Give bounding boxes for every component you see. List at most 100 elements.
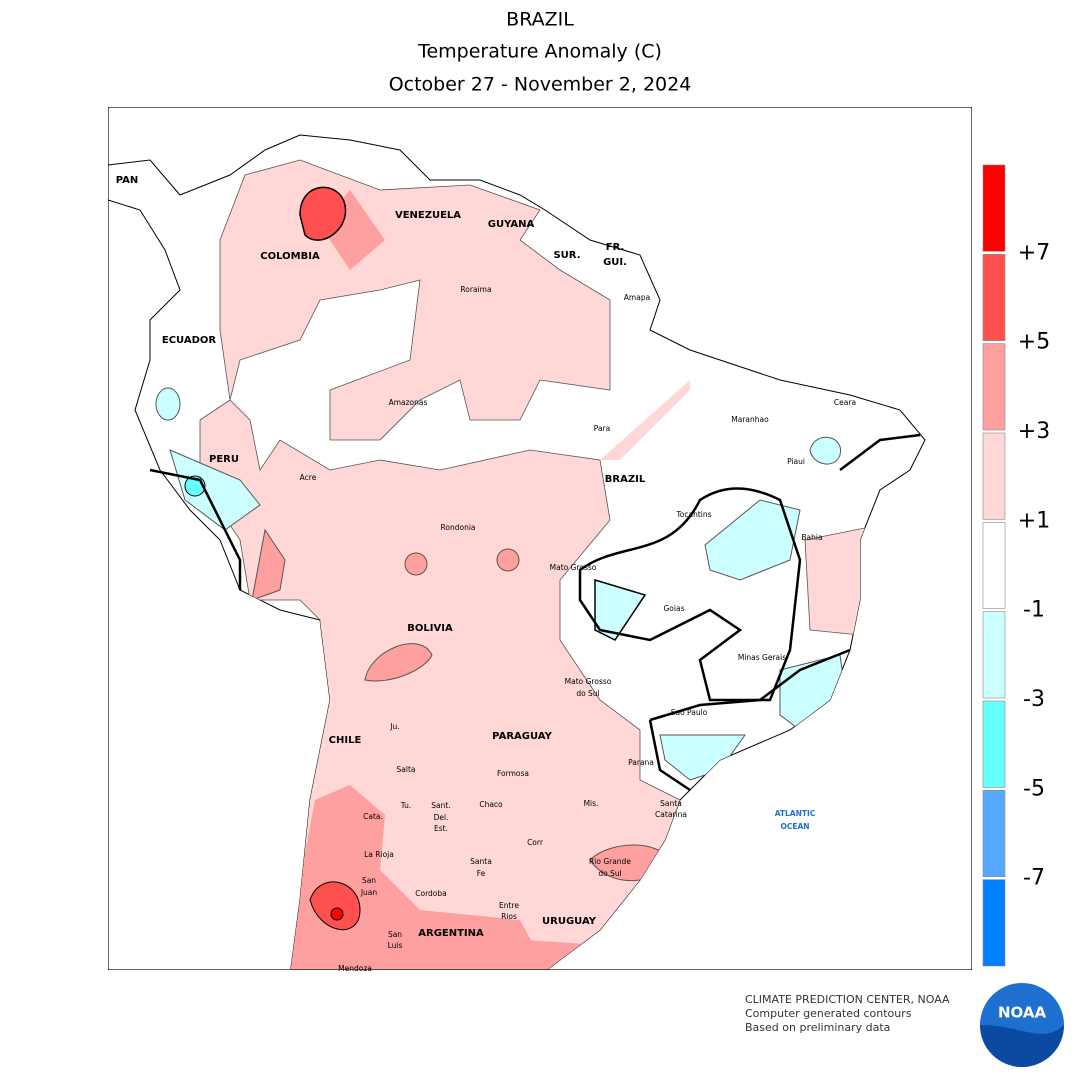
region-label: Tocantins xyxy=(675,510,711,519)
logo-text: NOAA xyxy=(998,1004,1047,1022)
cool-1-3 xyxy=(155,387,181,421)
noaa-logo: NOAA xyxy=(980,983,1064,1067)
legend-label: -7 xyxy=(1023,866,1045,891)
region-label: Fe xyxy=(477,869,486,878)
region-label: Tu. xyxy=(400,801,412,810)
warm-1-3 xyxy=(199,159,681,970)
anomaly-fields xyxy=(155,159,881,970)
region-label: Salta xyxy=(397,765,416,774)
warm-5-7 xyxy=(309,881,361,931)
region-label: Chaco xyxy=(479,800,503,809)
country-label: CHILE xyxy=(329,735,362,746)
region-label: Mis. xyxy=(584,799,599,808)
zero-contour xyxy=(578,487,802,702)
region-label: Entre xyxy=(499,901,519,910)
cool-1-3 xyxy=(594,578,647,641)
warm-3-5 xyxy=(364,643,433,682)
legend-label: -1 xyxy=(1023,598,1045,623)
region-label: Ceara xyxy=(834,398,856,407)
legend-label: -3 xyxy=(1023,687,1045,712)
legend-swatch xyxy=(982,790,1006,877)
legend-swatch xyxy=(982,164,1006,252)
region-label: La Rioja xyxy=(364,850,394,859)
cool-1-3 xyxy=(169,449,261,531)
logo-wave xyxy=(980,1025,1064,1067)
legend-swatch xyxy=(982,343,1006,431)
warm-3-5 xyxy=(290,785,550,970)
ocean-label: ATLANTIC xyxy=(775,809,816,818)
region-label: Luis xyxy=(388,941,403,950)
region-label: Del. xyxy=(434,813,449,822)
country-label: VENEZUELA xyxy=(395,210,461,221)
region-label: Roraima xyxy=(460,285,491,294)
footer-line: Based on preliminary data xyxy=(745,1021,890,1034)
footer-line: Computer generated contours xyxy=(745,1007,912,1020)
legend-label: -5 xyxy=(1023,776,1045,801)
region-label: Maranhao xyxy=(731,415,769,424)
country-label: SUR. xyxy=(553,250,580,261)
region-label: Ju. xyxy=(389,722,399,731)
country-label: ARGENTINA xyxy=(418,928,484,939)
warm-5-7 xyxy=(299,186,347,241)
country-label: COLOMBIA xyxy=(260,251,320,262)
region-label: Santa xyxy=(660,799,682,808)
region-label: Sant. xyxy=(431,801,450,810)
region-label: Rondonia xyxy=(441,523,476,532)
warm-3-5 xyxy=(404,552,428,576)
cool-1-3 xyxy=(809,436,841,465)
country-label: FR. xyxy=(606,242,625,253)
region-label: Rio Grande xyxy=(589,857,631,866)
country-label: PAN xyxy=(116,175,139,186)
region-label: do Sul xyxy=(576,689,599,698)
region-label: San xyxy=(362,876,376,885)
region-label: Est. xyxy=(434,824,448,833)
region-label: Juan xyxy=(360,888,378,897)
country-label: GUYANA xyxy=(488,219,535,230)
region-label: San xyxy=(388,930,402,939)
footer-line: CLIMATE PREDICTION CENTER, NOAA xyxy=(745,993,950,1006)
country-label: URUGUAY xyxy=(542,916,597,927)
country-label: BOLIVIA xyxy=(407,623,453,634)
region-label: Amazonas xyxy=(389,398,428,407)
legend-swatch xyxy=(982,432,1006,520)
region-label: Cata. xyxy=(363,812,383,821)
legend-swatch xyxy=(982,879,1006,967)
region-label: Piaui xyxy=(787,457,805,466)
region-label: Goias xyxy=(664,604,685,613)
cool-1-3 xyxy=(704,499,801,581)
warm-1-3 xyxy=(600,380,690,460)
warm-7 xyxy=(330,907,344,921)
legend-swatch xyxy=(982,700,1006,788)
country-label: ECUADOR xyxy=(162,335,217,346)
legend-swatch xyxy=(982,611,1006,699)
region-label: Amapa xyxy=(624,293,650,302)
subtitle: Temperature Anomaly (C) xyxy=(417,41,662,63)
warm-3-5 xyxy=(496,548,520,572)
zero-contour xyxy=(149,433,921,590)
region-label: Mato Grosso xyxy=(550,563,597,572)
region-label: Santa xyxy=(470,857,492,866)
region-label: Corr xyxy=(527,838,544,847)
cool-1-3 xyxy=(659,734,746,781)
region-label: Rios xyxy=(501,912,517,921)
region-label: Parana xyxy=(628,758,654,767)
country-label: PERU xyxy=(209,454,239,465)
warm-3-5 xyxy=(251,528,286,601)
title: BRAZIL xyxy=(506,9,574,31)
region-label: Mendoza xyxy=(338,964,372,973)
region-label: Catarina xyxy=(655,810,687,819)
legend-label: +3 xyxy=(1018,419,1050,444)
legend-label: +7 xyxy=(1018,240,1050,265)
region-label: Minas Gerais xyxy=(738,653,786,662)
dates: October 27 - November 2, 2024 xyxy=(389,74,692,96)
country-label: GUI. xyxy=(603,257,627,268)
region-label: do Sul xyxy=(598,869,621,878)
legend-swatch xyxy=(982,522,1006,609)
region-label: Mato Grosso xyxy=(565,677,612,686)
country-label: BRAZIL xyxy=(605,474,646,485)
region-label: Acre xyxy=(300,473,317,482)
region-label: Sao Paulo xyxy=(671,708,708,717)
legend-label: +1 xyxy=(1018,508,1050,533)
region-label: Para xyxy=(594,424,610,433)
